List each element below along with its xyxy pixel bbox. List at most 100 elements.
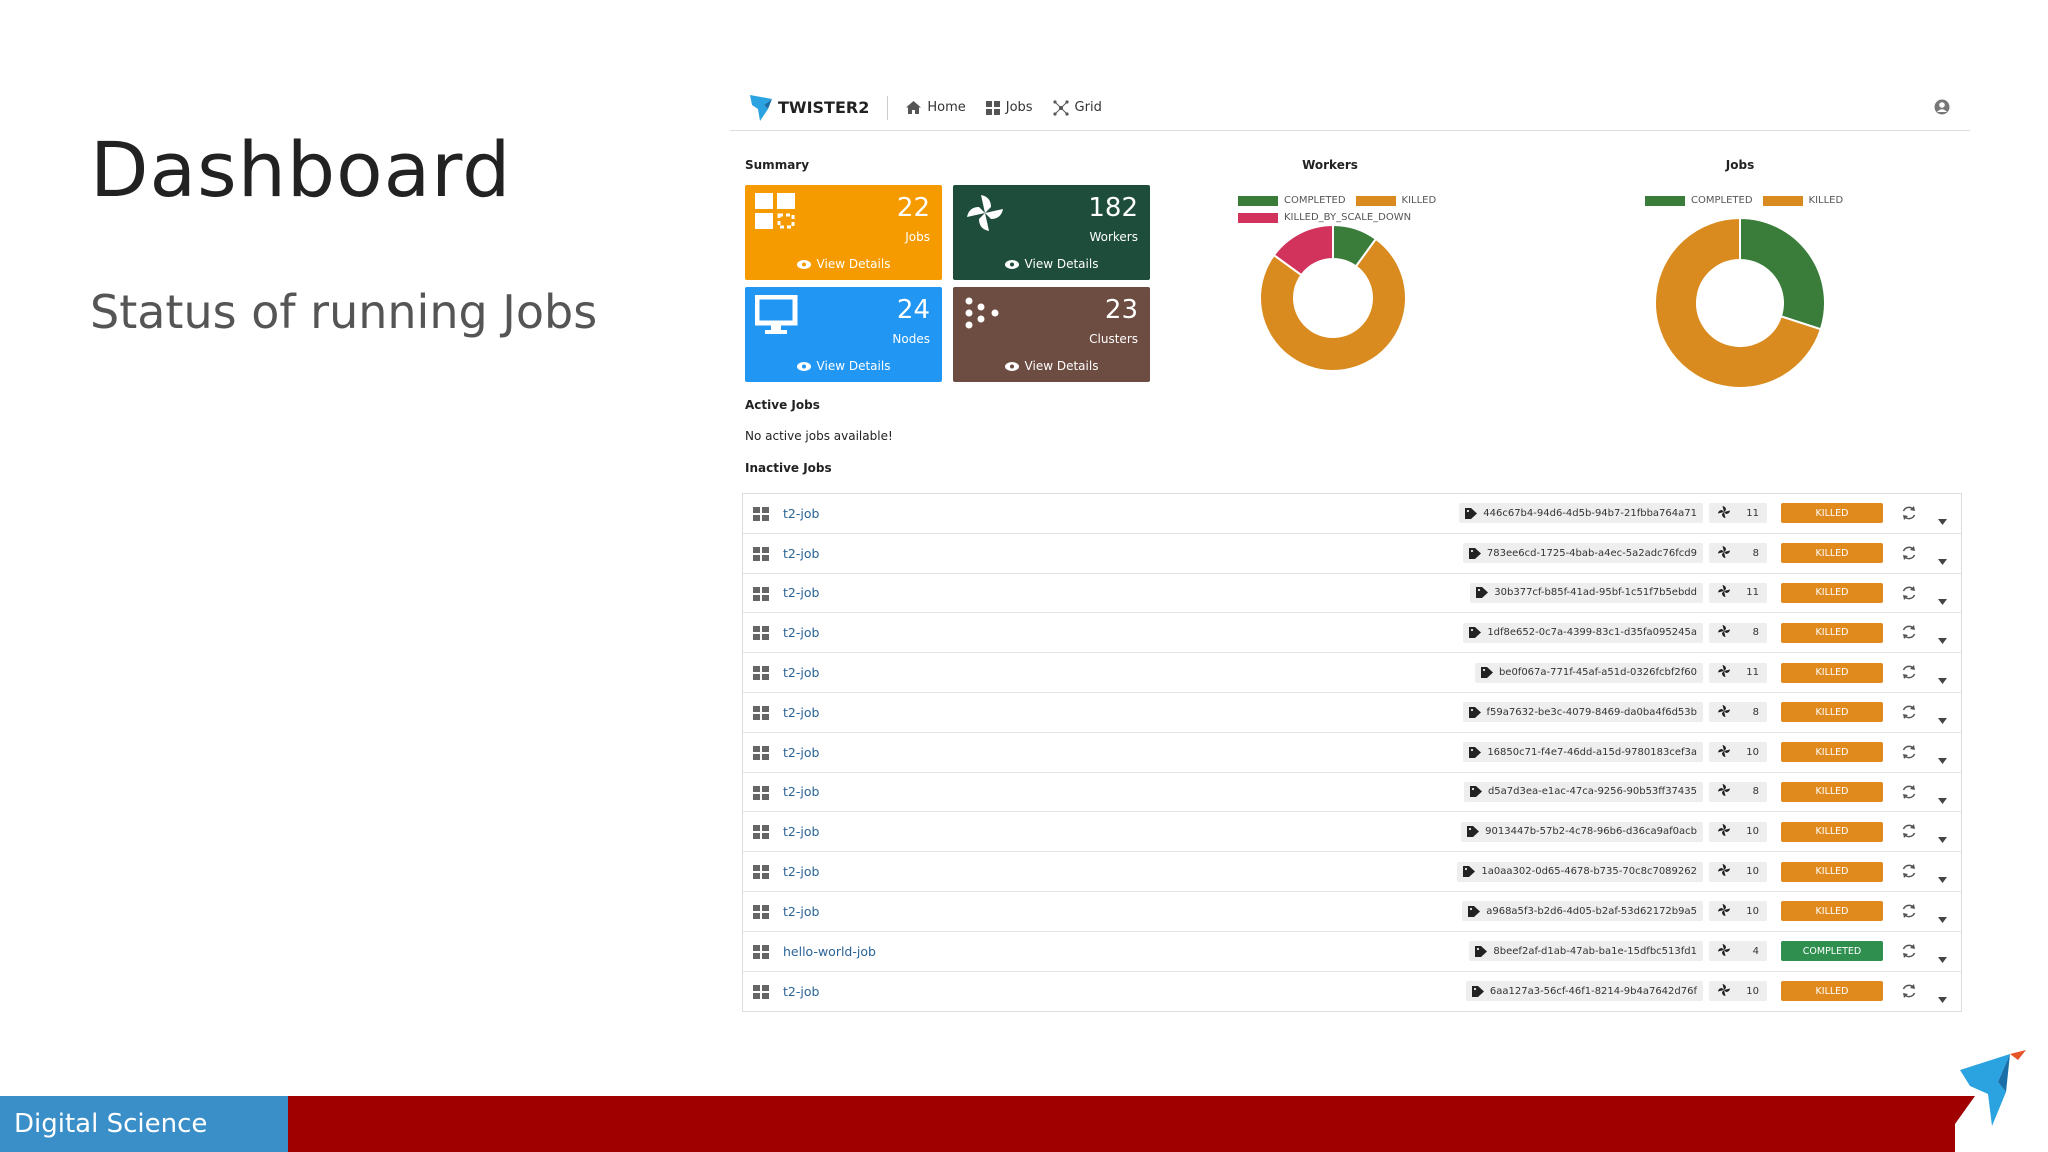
jobs-view-details[interactable]: View Details [745, 257, 942, 271]
brand[interactable]: TWISTER2 [750, 94, 869, 121]
refresh-icon[interactable] [1901, 983, 1917, 1003]
donut-slice-completed[interactable] [1739, 216, 1826, 331]
job-id-badge: 1a0aa302-0d65-4678-b735-70c8c7089262 [1457, 861, 1703, 882]
chevron-down-icon[interactable] [1938, 669, 1947, 688]
legend-label: KILLED [1808, 195, 1844, 206]
job-grid-icon [753, 864, 769, 883]
job-id: f59a7632-be3c-4079-8469-da0ba4f6d53b [1486, 706, 1698, 718]
chevron-down-icon[interactable] [1938, 709, 1947, 728]
job-id: be0f067a-771f-45af-a51d-0326fcbf2f60 [1498, 667, 1697, 679]
nav-jobs-label: Jobs [1005, 100, 1033, 115]
tag-icon [1468, 905, 1481, 917]
pinwheel-icon [1717, 824, 1731, 839]
nodes-view-details[interactable]: View Details [745, 359, 942, 373]
legend-item[interactable]: KILLED_BY_SCALE_DOWN [1238, 212, 1411, 223]
chevron-down-icon[interactable] [1938, 629, 1947, 648]
chevron-down-icon[interactable] [1938, 550, 1947, 569]
chevron-down-icon[interactable] [1938, 590, 1947, 609]
refresh-icon[interactable] [1901, 784, 1917, 804]
job-name-link[interactable]: t2-job [783, 665, 820, 681]
job-name-link[interactable]: t2-job [783, 983, 820, 999]
donut-slice-killed-by-scale-down[interactable] [1272, 223, 1334, 277]
job-name-link[interactable]: t2-job [783, 824, 820, 840]
refresh-icon[interactable] [1901, 943, 1917, 963]
job-id: d5a7d3ea-e1ac-47ca-9256-90b53ff37435 [1487, 786, 1697, 798]
navbar: TWISTER2 Home Jobs Grid [730, 85, 1970, 131]
job-grid-icon [753, 665, 769, 684]
clusters-view-details[interactable]: View Details [953, 359, 1150, 373]
footer-wedge [1935, 1096, 1975, 1152]
user-icon[interactable] [1934, 99, 1950, 119]
refresh-icon[interactable] [1901, 823, 1917, 843]
donut-slice-killed[interactable] [1654, 216, 1823, 389]
chevron-down-icon[interactable] [1938, 988, 1947, 1007]
refresh-icon[interactable] [1901, 664, 1917, 684]
job-name-link[interactable]: t2-job [783, 744, 820, 760]
legend-item[interactable]: KILLED [1355, 195, 1436, 206]
jobs-summary-card[interactable]: 22 Jobs View Details [745, 185, 942, 280]
tag-icon [1469, 746, 1482, 758]
refresh-icon[interactable] [1901, 585, 1917, 605]
job-name-link[interactable]: t2-job [783, 704, 820, 720]
job-name-link[interactable]: t2-job [783, 625, 820, 641]
nodes-summary-card[interactable]: 24 Nodes View Details [745, 287, 942, 382]
nav-divider [887, 95, 889, 120]
workers-badge: 8 [1709, 702, 1767, 723]
workers-badge: 11 [1709, 503, 1767, 524]
legend-item[interactable]: COMPLETED [1645, 195, 1753, 206]
job-name-link[interactable]: t2-job [783, 784, 820, 800]
worker-count: 11 [1746, 587, 1759, 599]
refresh-icon[interactable] [1901, 863, 1917, 883]
pinwheel-icon [1717, 545, 1731, 561]
chevron-down-icon[interactable] [1938, 828, 1947, 847]
legend-item[interactable]: COMPLETED [1238, 195, 1346, 206]
refresh-icon[interactable] [1901, 744, 1917, 764]
job-id-badge: f59a7632-be3c-4079-8469-da0ba4f6d53b [1462, 702, 1703, 723]
legend-item[interactable]: KILLED [1762, 195, 1844, 206]
job-name-link[interactable]: t2-job [783, 903, 820, 919]
workers-chart-title: Workers [1302, 158, 1358, 172]
slide-title: Dashboard [90, 125, 512, 214]
job-name-link[interactable]: t2-job [783, 864, 820, 880]
worker-count: 10 [1746, 985, 1759, 997]
nav-home[interactable]: Home [906, 100, 966, 115]
job-grid-icon [753, 625, 769, 644]
tag-icon [1468, 547, 1481, 559]
jobs-donut-chart [1654, 216, 1826, 389]
chevron-down-icon[interactable] [1938, 789, 1947, 808]
clusters-summary-card[interactable]: 23 Clusters View Details [953, 287, 1150, 382]
status-badge: KILLED [1781, 622, 1883, 643]
job-id: 6aa127a3-56cf-46f1-8214-9b4a7642d76f [1489, 985, 1697, 997]
job-grid-icon [753, 824, 769, 843]
eye-icon [1004, 259, 1019, 269]
chevron-down-icon[interactable] [1938, 948, 1947, 967]
chevron-down-icon[interactable] [1938, 868, 1947, 887]
refresh-icon[interactable] [1901, 704, 1917, 724]
chevron-down-icon[interactable] [1938, 908, 1947, 927]
refresh-icon[interactable] [1901, 624, 1917, 644]
chevron-down-icon[interactable] [1938, 510, 1947, 529]
table-row: t2-job a968a5f3-b2d6-4d05-b2af-53d62172b9… [743, 892, 1961, 932]
footer-label: Digital Science Center [0, 1096, 288, 1152]
job-grid-icon [753, 944, 769, 963]
nav-jobs[interactable]: Jobs [985, 100, 1033, 115]
job-name-link[interactable]: t2-job [783, 505, 820, 521]
pinwheel-icon [1717, 665, 1731, 680]
job-name-link[interactable]: hello-world-job [783, 943, 876, 959]
eye-icon [796, 361, 811, 371]
legend-label: COMPLETED [1691, 195, 1753, 206]
refresh-icon[interactable] [1901, 505, 1917, 525]
pinwheel-icon [1717, 704, 1731, 720]
workers-summary-card[interactable]: 182 Workers View Details [953, 185, 1150, 280]
job-name-link[interactable]: t2-job [783, 545, 820, 561]
workers-badge: 8 [1709, 622, 1767, 643]
refresh-icon[interactable] [1901, 545, 1917, 565]
job-name-link[interactable]: t2-job [783, 585, 820, 601]
chevron-down-icon[interactable] [1938, 749, 1947, 768]
job-id-badge: d5a7d3ea-e1ac-47ca-9256-90b53ff37435 [1463, 781, 1703, 802]
workers-view-details[interactable]: View Details [953, 257, 1150, 271]
nav-grid[interactable]: Grid [1052, 99, 1102, 116]
inactive-jobs-table: t2-job 446c67b4-94d6-4d5b-94b7-21fbba764a… [742, 493, 1962, 1013]
tag-icon [1471, 985, 1484, 997]
refresh-icon[interactable] [1901, 903, 1917, 923]
